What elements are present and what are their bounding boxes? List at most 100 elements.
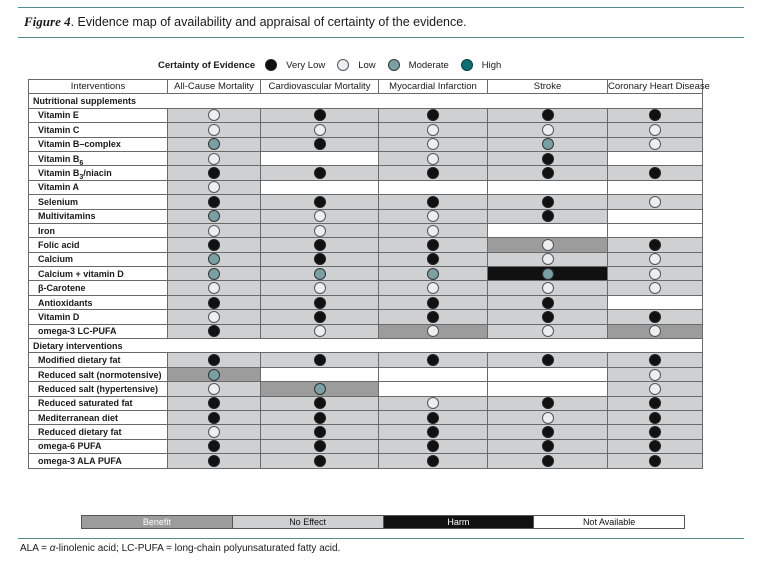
evidence-cell-no-effect <box>260 453 379 469</box>
intervention-label: Mediterranean diet <box>38 412 119 423</box>
low-dot-icon <box>208 282 220 295</box>
table-row: omega-3 LC-PUFA <box>28 323 703 340</box>
evidence-cell-no-effect <box>607 280 703 296</box>
low-dot-icon <box>313 210 326 223</box>
legend-label: Moderate <box>408 59 449 71</box>
evidence-cell-benefit <box>378 323 488 340</box>
intervention-name: Vitamin C <box>28 122 168 138</box>
evidence-cell-not-available <box>378 381 488 397</box>
evidence-cell-no-effect <box>167 122 261 138</box>
evidence-cell-no-effect <box>378 165 488 181</box>
very-low-dot-icon <box>208 454 220 467</box>
low-dot-icon <box>427 123 439 136</box>
intervention-name: Reduced saturated fat <box>28 395 168 411</box>
table-row: Modified dietary fat <box>28 352 703 368</box>
intervention-name: Folic acid <box>28 237 168 253</box>
very-low-dot-icon <box>427 238 439 251</box>
evidence-cell-no-effect <box>378 122 488 138</box>
evidence-cell-no-effect <box>260 194 379 210</box>
evidence-cell-no-effect <box>167 395 261 411</box>
table-row: Vitamin A <box>28 179 703 196</box>
very-low-dot-icon <box>313 440 326 453</box>
evidence-cell-no-effect <box>607 409 703 426</box>
intervention-label: Selenium <box>38 196 79 207</box>
evidence-cell-no-effect <box>487 107 608 124</box>
evidence-cell-no-effect <box>378 208 488 224</box>
low-dot-icon <box>649 123 661 136</box>
table-row: Vitamin D <box>28 309 703 325</box>
low-dot-icon <box>649 368 661 381</box>
very-low-dot-icon <box>208 397 220 410</box>
evidence-cell-not-available <box>487 366 608 383</box>
evidence-cell-no-effect <box>167 409 261 426</box>
evidence-cell-no-effect <box>167 424 261 440</box>
very-low-dot-icon <box>427 296 439 309</box>
evidence-cell-no-effect <box>487 122 608 138</box>
evidence-cell-no-effect <box>607 309 703 325</box>
bottom-rule <box>18 538 744 539</box>
legend-item-low: Low <box>337 59 376 71</box>
evidence-cell-no-effect <box>487 194 608 210</box>
low-dot-icon <box>313 325 326 338</box>
intervention-label: Iron <box>38 225 55 236</box>
evidence-cell-no-effect <box>378 395 488 411</box>
evidence-cell-no-effect <box>378 251 488 268</box>
very-low-dot-icon <box>427 354 439 367</box>
footnote: ALA = α-linolenic acid; LC-PUFA = long-c… <box>20 543 340 554</box>
very-low-dot-icon <box>427 310 439 323</box>
intervention-name: Multivitamins <box>28 208 168 224</box>
evidence-cell-no-effect <box>378 136 488 152</box>
low-dot-icon <box>649 253 661 266</box>
table-row: Reduced salt (hypertensive) <box>28 381 703 397</box>
very-low-dot-icon <box>313 411 326 424</box>
very-low-dot-icon <box>541 310 554 323</box>
low-dot-icon <box>649 267 661 280</box>
very-low-dot-icon <box>541 426 554 439</box>
evidence-cell-not-available <box>487 222 608 239</box>
legend-item-high: High <box>460 59 501 71</box>
evidence-cell-no-effect <box>167 208 261 224</box>
evidence-cell-no-effect <box>167 165 261 181</box>
moderate-dot-icon <box>541 138 554 151</box>
low-dot-icon <box>541 411 554 424</box>
low-dot-icon <box>427 282 439 295</box>
low-dot-icon <box>427 397 439 410</box>
very-low-dot-icon <box>427 440 439 453</box>
evidence-cell-no-effect <box>378 438 488 455</box>
evidence-cell-not-available <box>260 150 379 167</box>
moderate-dot-icon <box>427 267 439 280</box>
footnote-part: ALA = <box>20 543 50 554</box>
intervention-name: Modified dietary fat <box>28 352 168 368</box>
evidence-cell-not-available <box>260 366 379 383</box>
very-low-dot-icon <box>649 454 661 467</box>
very-low-dot-icon <box>313 167 326 180</box>
intervention-label: omega-3 LC-PUFA <box>38 326 117 337</box>
very-low-dot-icon <box>541 167 554 180</box>
evidence-cell-no-effect <box>260 323 379 340</box>
evidence-cell-not-available <box>487 381 608 397</box>
moderate-dot-icon <box>313 382 326 395</box>
evidence-cell-no-effect <box>167 309 261 325</box>
col-header: All-Cause Mortality <box>167 78 261 95</box>
moderate-dot-icon <box>208 368 220 381</box>
evidence-cell-no-effect <box>167 150 261 167</box>
moderate-dot-icon <box>313 267 326 280</box>
low-dot-icon <box>649 325 661 338</box>
very-low-dot-icon <box>541 109 554 122</box>
very-low-dot-icon <box>313 195 326 208</box>
evidence-cell-no-effect <box>607 453 703 469</box>
moderate-dot-icon <box>208 138 220 151</box>
very-low-dot-icon <box>541 397 554 410</box>
intervention-label: Antioxidants <box>38 297 93 308</box>
evidence-cell-not-available <box>607 208 703 224</box>
evidence-cell-no-effect <box>607 251 703 268</box>
intervention-name: Reduced salt (hypertensive) <box>28 381 168 397</box>
intervention-label: Reduced salt (hypertensive) <box>38 383 159 394</box>
table-row: omega-3 ALA PUFA <box>28 453 703 469</box>
evidence-cell-not-available <box>607 150 703 167</box>
evidence-cell-not-available <box>607 222 703 239</box>
intervention-name: Antioxidants <box>28 294 168 311</box>
intervention-label: Vitamin C <box>38 124 80 135</box>
table-row: Multivitamins <box>28 208 703 224</box>
low-dot-icon <box>208 109 220 122</box>
